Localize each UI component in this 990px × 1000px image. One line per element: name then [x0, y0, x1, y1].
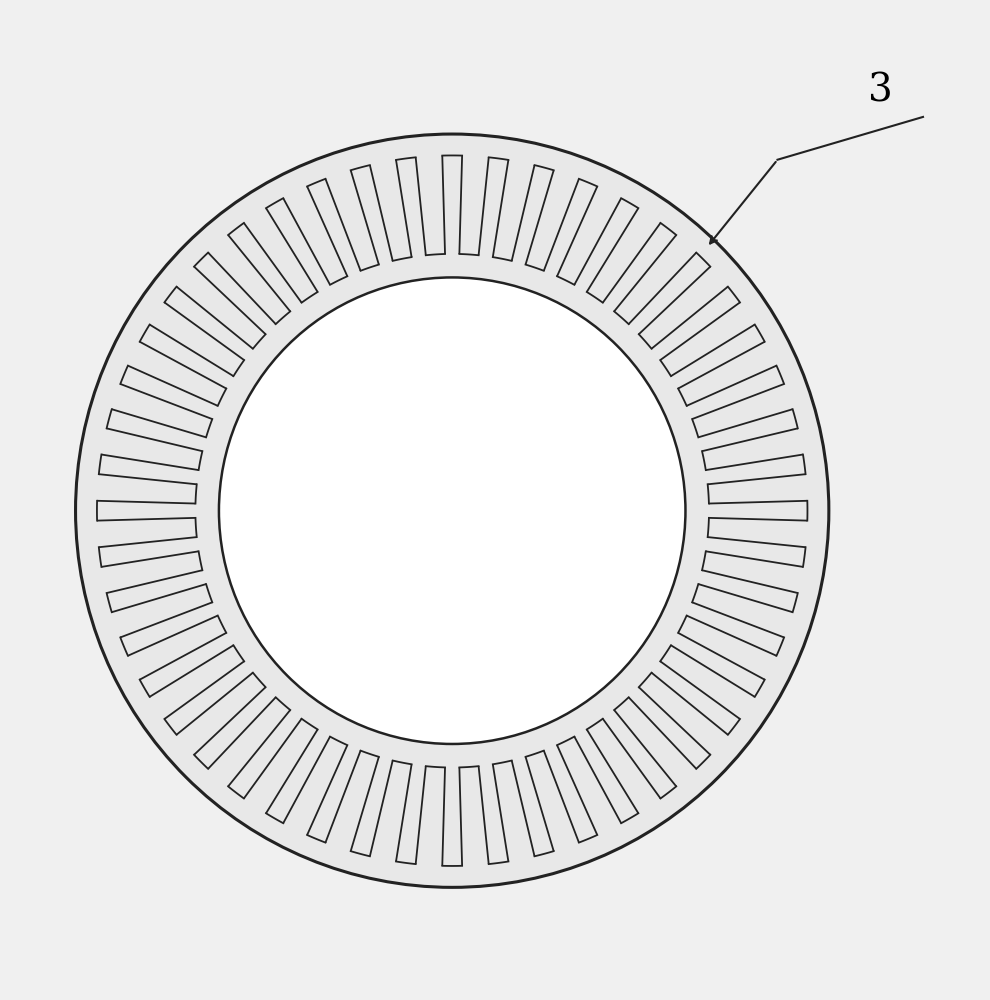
Circle shape [75, 134, 829, 887]
Text: 3: 3 [868, 73, 893, 110]
Circle shape [219, 277, 685, 744]
